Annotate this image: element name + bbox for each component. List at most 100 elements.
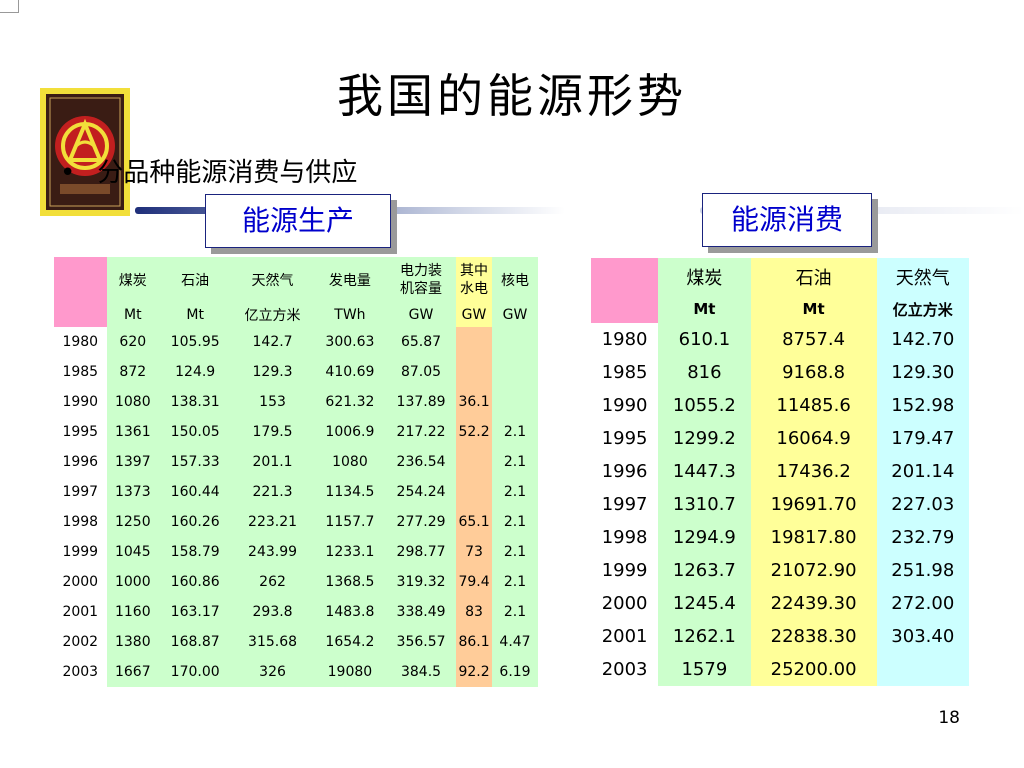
page-number: 18 [938, 708, 960, 728]
production-value-cell: 124.9 [159, 357, 232, 387]
consumption-value-cell: 19691.70 [750, 488, 877, 521]
consumption-header-cell: 石油 [750, 258, 877, 295]
consumption-value-cell: 1579 [658, 653, 751, 686]
production-value-cell: 243.99 [231, 537, 314, 567]
production-header-cell: 天然气 [231, 257, 314, 303]
production-year-cell: 2003 [54, 657, 107, 687]
production-year-cell: 1996 [54, 447, 107, 477]
bullet-item: • 分品种能源消费与供应 [60, 152, 357, 189]
production-value-cell: 137.89 [386, 387, 457, 417]
production-value-cell: 293.8 [231, 597, 314, 627]
production-year-cell: 2001 [54, 597, 107, 627]
production-header-cell: 核电 [492, 257, 538, 303]
consumption-row: 1985 816 9168.8 129.30 [591, 356, 969, 389]
production-value-cell: 221.3 [231, 477, 314, 507]
consumption-row: 2000 1245.4 22439.30 272.00 [591, 587, 969, 620]
production-header-cell: 电力装 机容量 [386, 257, 457, 303]
production-value-cell: 217.22 [386, 417, 457, 447]
consumption-unit-cell: 亿立方米 [876, 295, 969, 323]
production-value-cell: 2.1 [492, 507, 538, 537]
production-row: 1999 1045 158.79 243.99 1233.1 298.77 73 2.1 [54, 537, 538, 567]
production-year-cell: 1998 [54, 507, 107, 537]
production-value-cell: 87.05 [386, 357, 457, 387]
production-value-cell: 36.1 [456, 387, 493, 417]
production-value-cell [456, 477, 493, 507]
production-value-cell: 1233.1 [313, 537, 387, 567]
consumption-value-cell: 152.98 [876, 389, 969, 422]
logo-icon [40, 88, 130, 216]
consumption-year-cell: 1996 [591, 455, 659, 488]
consumption-row: 1998 1294.9 19817.80 232.79 [591, 521, 969, 554]
consumption-value-cell: 1299.2 [658, 422, 751, 455]
production-label: 能源生产 [205, 194, 391, 248]
production-value-cell: 254.24 [386, 477, 457, 507]
production-value-cell: 158.79 [159, 537, 232, 567]
production-header-cell: 煤炭 [106, 257, 160, 303]
consumption-value-cell: 816 [658, 356, 751, 389]
production-value-cell: 65.1 [456, 507, 493, 537]
consumption-row: 1996 1447.3 17436.2 201.14 [591, 455, 969, 488]
production-unit-cell: TWh [313, 303, 387, 327]
production-value-cell: 338.49 [386, 597, 457, 627]
production-value-cell [456, 447, 493, 477]
production-value-cell: 1654.2 [313, 627, 387, 657]
production-row: 1985 872 124.9 129.3 410.69 87.05 [54, 357, 538, 387]
production-value-cell: 2.1 [492, 417, 538, 447]
production-value-cell: 356.57 [386, 627, 457, 657]
production-header-cell: 石油 [159, 257, 232, 303]
consumption-year-cell: 1990 [591, 389, 659, 422]
production-value-cell: 223.21 [231, 507, 314, 537]
consumption-row: 1995 1299.2 16064.9 179.47 [591, 422, 969, 455]
production-row: 1980 620 105.95 142.7 300.63 65.87 [54, 327, 538, 357]
production-year-cell: 1999 [54, 537, 107, 567]
corner-mark [0, 0, 19, 13]
production-value-cell: 160.26 [159, 507, 232, 537]
production-value-cell: 1160 [106, 597, 160, 627]
consumption-year-cell: 1998 [591, 521, 659, 554]
production-value-cell: 1483.8 [313, 597, 387, 627]
consumption-row: 2003 1579 25200.00 [591, 653, 969, 686]
slide-title: 我国的能源形势 [337, 69, 687, 123]
production-value-cell: 2.1 [492, 477, 538, 507]
consumption-value-cell: 272.00 [876, 587, 969, 620]
consumption-year-cell: 1980 [591, 323, 659, 356]
production-value-cell: 1000 [106, 567, 160, 597]
production-value-cell: 2.1 [492, 537, 538, 567]
production-value-cell [456, 357, 493, 387]
production-header-cell: 发电量 [313, 257, 387, 303]
consumption-year-cell: 2000 [591, 587, 659, 620]
production-value-cell: 83 [456, 597, 493, 627]
consumption-value-cell: 303.40 [876, 620, 969, 653]
production-year-cell: 2000 [54, 567, 107, 597]
production-value-cell: 129.3 [231, 357, 314, 387]
production-value-cell: 86.1 [456, 627, 493, 657]
production-value-cell: 1373 [106, 477, 160, 507]
consumption-value-cell: 232.79 [876, 521, 969, 554]
production-year-cell: 1997 [54, 477, 107, 507]
production-year-cell: 1995 [54, 417, 107, 447]
production-year-cell: 1980 [54, 327, 107, 357]
production-year-cell: 1990 [54, 387, 107, 417]
production-value-cell: 1380 [106, 627, 160, 657]
consumption-year-cell: 1995 [591, 422, 659, 455]
consumption-value-cell: 610.1 [658, 323, 751, 356]
consumption-value-cell: 1447.3 [658, 455, 751, 488]
production-value-cell: 163.17 [159, 597, 232, 627]
consumption-table: 煤炭 石油 天然气 Mt Mt 亿立方米 1980 610.1 8757.4 142.70 1985… [591, 258, 969, 686]
production-value-cell: 19080 [313, 657, 387, 687]
consumption-year-cell: 2001 [591, 620, 659, 653]
consumption-value-cell: 9168.8 [750, 356, 877, 389]
consumption-row: 2001 1262.1 22838.30 303.40 [591, 620, 969, 653]
production-value-cell: 1157.7 [313, 507, 387, 537]
consumption-header-cell: 天然气 [876, 258, 969, 295]
production-value-cell: 2.1 [492, 597, 538, 627]
production-value-cell: 236.54 [386, 447, 457, 477]
production-value-cell: 105.95 [159, 327, 232, 357]
production-value-cell: 1397 [106, 447, 160, 477]
production-value-cell: 150.05 [159, 417, 232, 447]
production-value-cell: 1667 [106, 657, 160, 687]
consumption-value-cell: 8757.4 [750, 323, 877, 356]
consumption-value-cell: 11485.6 [750, 389, 877, 422]
consumption-year-cell: 1999 [591, 554, 659, 587]
consumption-header-cell [591, 258, 659, 295]
